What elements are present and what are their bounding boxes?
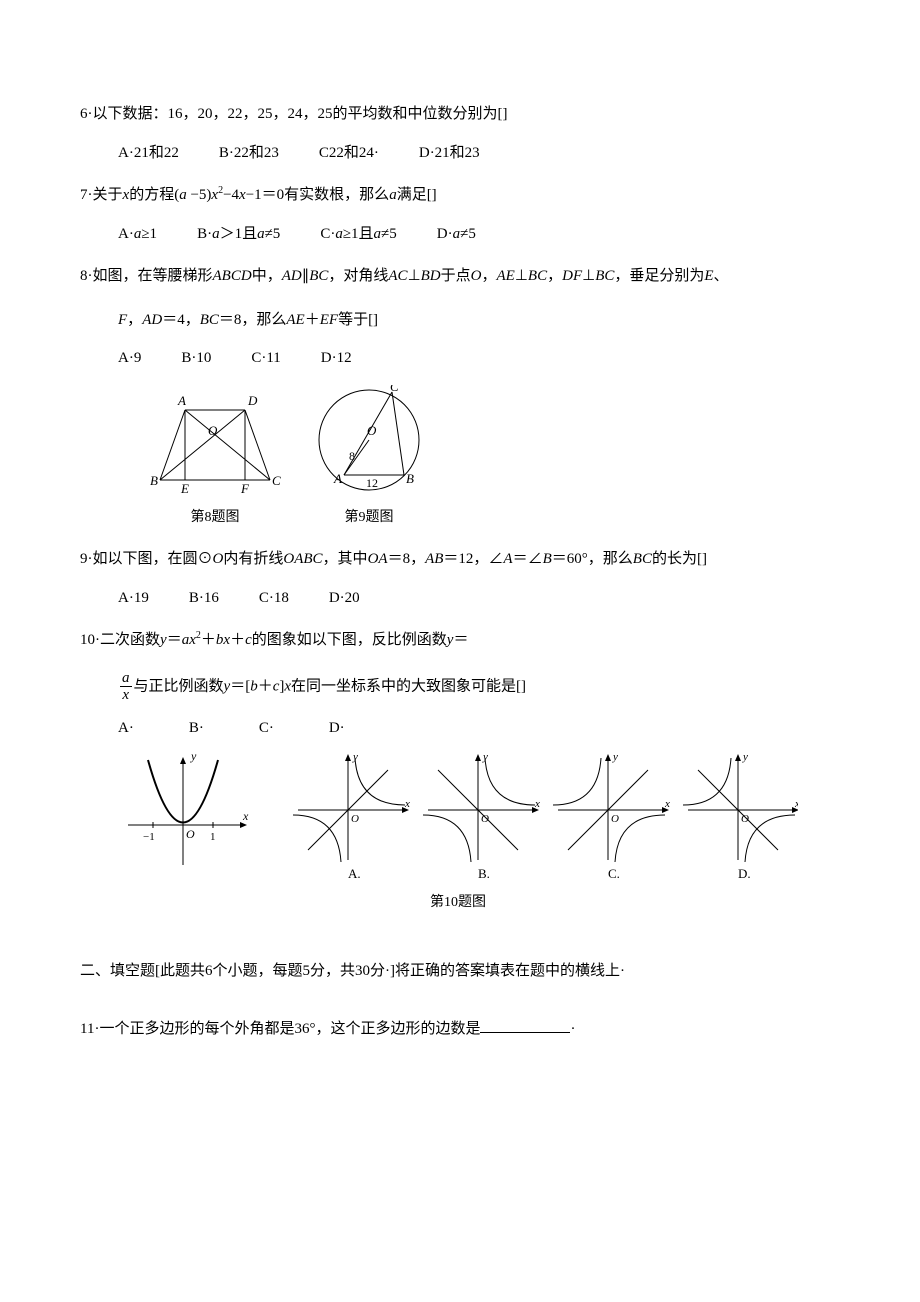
svg-text:B.: B. (478, 866, 490, 881)
svg-text:O: O (611, 813, 619, 825)
q9-choice-a: A·19 (118, 584, 149, 613)
q10-choice-d: D· (329, 714, 345, 743)
svg-text:y: y (612, 751, 618, 763)
fig9-label: 第9题图 (294, 505, 444, 532)
q10-choices: A· B· C· D· (118, 714, 840, 743)
question-9: 9·如以下图，在圆⊙O内有折线OABC，其中OA＝8，AB＝12，∠A＝∠B＝6… (80, 545, 840, 612)
svg-text:A.: A. (348, 866, 361, 881)
q11-num: 11· (80, 1021, 99, 1037)
svg-text:D: D (247, 393, 258, 408)
fraction: ax (120, 670, 132, 704)
q9-choices: A·19 B·16 C·18 D·20 (118, 584, 840, 613)
q8-cont: F，AD＝4，BC＝8，那么AE＋EF等于[] (118, 306, 840, 335)
svg-text:D.: D. (738, 866, 751, 881)
svg-text:y: y (190, 750, 197, 763)
question-6: 6·以下数据：16，20，22，25，24，25的平均数和中位数分别为[] A·… (80, 100, 840, 167)
q7-stem: 7·关于x的方程(a −5)x2−4x−1＝0有实数根，那么a满足[] (80, 181, 840, 210)
fig8-label: 第8题图 (140, 505, 290, 532)
q7-choice-a: A·a≥1 (118, 220, 157, 249)
svg-text:x: x (794, 798, 798, 810)
question-8: 8·如图，在等腰梯形ABCD中，AD∥BC，对角线AC⊥BD于点O，AE⊥BC，… (80, 262, 840, 531)
q6-choice-a: A·21和22 (118, 139, 179, 168)
q8-choice-a: A·9 (118, 344, 141, 373)
q6-stem: 6·以下数据：16，20，22，25，24，25的平均数和中位数分别为[] (80, 100, 840, 129)
q6-choice-b: B·22和23 (219, 139, 279, 168)
q9-num: 9· (80, 551, 93, 567)
question-11: 11·一个正多边形的每个外角都是36°，这个正多边形的边数是· (80, 1015, 840, 1044)
blank (480, 1017, 570, 1033)
svg-text:x: x (664, 798, 670, 810)
q8-stem: 8·如图，在等腰梯形ABCD中，AD∥BC，对角线AC⊥BD于点O，AE⊥BC，… (80, 262, 840, 291)
q7-choices: A·a≥1 B·a＞1且a≠5 C·a≥1且a≠5 D·a≠5 (118, 220, 840, 249)
svg-text:8: 8 (349, 449, 355, 463)
svg-text:x: x (404, 798, 410, 810)
svg-text:C.: C. (608, 866, 620, 881)
q9-choice-c: C·18 (259, 584, 289, 613)
q8-choice-b: B·10 (181, 344, 211, 373)
q9-stem: 9·如以下图，在圆⊙O内有折线OABC，其中OA＝8，AB＝12，∠A＝∠B＝6… (80, 545, 840, 574)
q8-figures: A D B C E F O 第8题图 O A B C 8 (140, 385, 840, 532)
svg-text:x: x (242, 809, 249, 823)
svg-text:O: O (741, 813, 749, 825)
svg-text:E: E (180, 481, 189, 496)
svg-text:B: B (150, 473, 158, 488)
section-2-header: 二、填空题[此题共6个小题，每题5分，共30分·]将正确的答案填表在题中的横线上… (80, 957, 840, 986)
q10-num: 10· (80, 632, 100, 648)
svg-text:12: 12 (366, 476, 378, 490)
fig8: A D B C E F O 第8题图 (140, 385, 290, 532)
q10-choice-b: B· (189, 714, 204, 743)
svg-text:A: A (177, 393, 186, 408)
svg-text:y: y (482, 751, 488, 763)
q10-figures: y x O −1 1 y x O A. (118, 750, 840, 917)
q11-stem: 11·一个正多边形的每个外角都是36°，这个正多边形的边数是· (80, 1015, 840, 1044)
q10-cont: ax与正比例函数y＝[b＋c]x在同一坐标系中的大致图象可能是[] (118, 670, 840, 704)
q6-choice-c: C22和24· (319, 139, 379, 168)
q9-choice-d: D·20 (329, 584, 360, 613)
q8-num: 8· (80, 268, 93, 284)
q8-choice-d: D·12 (321, 344, 352, 373)
q9-choice-b: B·16 (189, 584, 219, 613)
q6-choices: A·21和22 B·22和23 C22和24· D·21和23 (118, 139, 840, 168)
svg-text:B: B (406, 471, 414, 486)
q7-num: 7· (80, 187, 93, 203)
svg-text:y: y (742, 751, 748, 763)
q7-choice-d: D·a≠5 (437, 220, 476, 249)
svg-text:−1: −1 (143, 831, 155, 843)
svg-text:C: C (272, 473, 281, 488)
q10-choice-c: C· (259, 714, 274, 743)
q7-choice-c: C·a≥1且a≠5 (320, 220, 396, 249)
question-10: 10·二次函数y＝ax2＋bx＋c的图象如以下图，反比例函数y＝ ax与正比例函… (80, 626, 840, 917)
svg-text:F: F (240, 481, 250, 496)
svg-text:y: y (352, 751, 358, 763)
svg-text:O: O (208, 423, 218, 438)
svg-text:C: C (390, 385, 399, 394)
fig9: O A B C 8 12 第9题图 (294, 385, 444, 532)
q10-choice-a: A· (118, 714, 134, 743)
svg-text:1: 1 (210, 831, 216, 843)
question-7: 7·关于x的方程(a −5)x2−4x−1＝0有实数根，那么a满足[] A·a≥… (80, 181, 840, 248)
q6-choice-d: D·21和23 (419, 139, 480, 168)
svg-text:O: O (351, 813, 359, 825)
q10-fig-label: 第10题图 (118, 890, 798, 917)
svg-text:O: O (367, 423, 377, 438)
q8-choices: A·9 B·10 C·11 D·12 (118, 344, 840, 373)
svg-text:O: O (186, 827, 195, 841)
svg-text:A: A (333, 471, 342, 486)
q10-stem: 10·二次函数y＝ax2＋bx＋c的图象如以下图，反比例函数y＝ (80, 626, 840, 655)
svg-text:x: x (534, 798, 540, 810)
svg-text:O: O (481, 813, 489, 825)
q6-num: 6· (80, 106, 93, 122)
q7-choice-b: B·a＞1且a≠5 (197, 220, 280, 249)
q6-text: 以下数据：16，20，22，25，24，25的平均数和中位数分别为[] (93, 106, 508, 122)
q8-choice-c: C·11 (251, 344, 280, 373)
